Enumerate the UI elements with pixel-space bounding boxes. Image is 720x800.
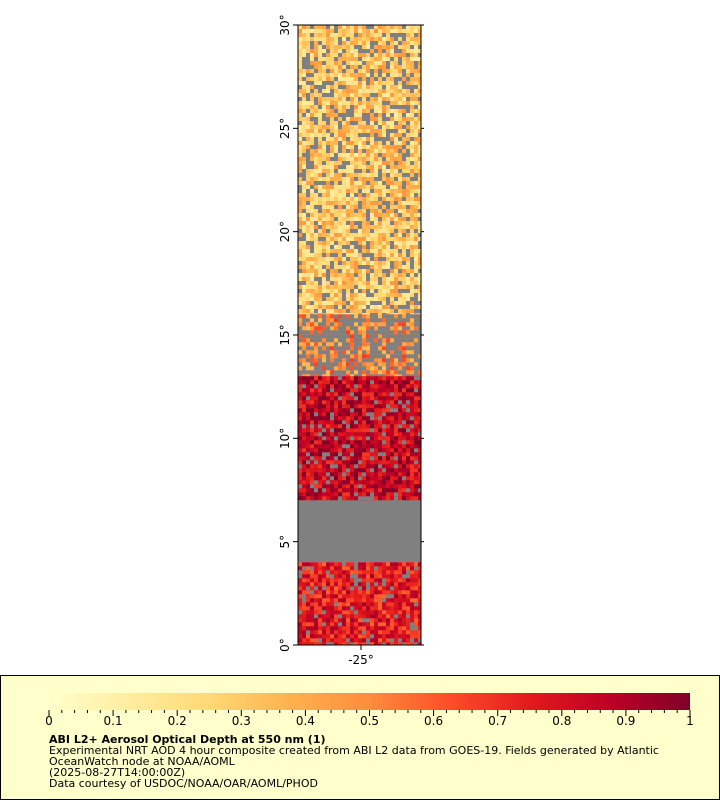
lat-tick-label: 30° [278,14,292,35]
colorbar-tick-label: 0.9 [616,714,635,728]
aod-texture-0 [298,25,421,317]
colorbar-tick-label: 0.2 [168,714,187,728]
aod-texture-1 [298,314,421,379]
legend-timestamp: (2025-08-27T14:00:00Z) [49,766,186,779]
map-figure: 0° 5° 10° 15° 20° 25° 30° -25° [278,14,424,667]
lat-tick-label: 20° [278,221,292,242]
aod-band-3 [298,500,421,563]
colorbar-tick-label: 0.1 [104,714,123,728]
legend-panel: 0 0.1 0.2 0.3 0.4 0.5 0.6 0.7 0.8 0.9 1 ABI L2+ Ae… [0,675,720,800]
colorbar-tick-label: 1 [686,714,694,728]
legend-title: ABI L2+ Aerosol Optical Depth at 550 nm … [49,733,326,746]
colorbar-tick-label: 0.8 [552,714,571,728]
colorbar-tick-label: 0.4 [296,714,315,728]
legend-text: ABI L2+ Aerosol Optical Depth at 550 nm … [49,734,699,789]
colorbar-tick-label: 0.7 [488,714,507,728]
legend-credit: Data courtesy of USDOC/NOAA/OAR/AOML/PHO… [49,777,318,790]
legend-description: Experimental NRT AOD 4 hour composite cr… [49,744,659,768]
lat-tick-label: 5° [278,535,292,549]
aod-texture-2 [298,376,421,505]
lat-tick-label: 25° [278,118,292,139]
lat-tick-label: 10° [278,428,292,449]
lat-tick-label: 0° [278,638,292,652]
colorbar: 0 0.1 0.2 0.3 0.4 0.5 0.6 0.7 0.8 0.9 1 [45,693,694,728]
longitude-axis: -25° [348,645,374,667]
colorbar-tick-label: 0 [45,714,53,728]
colorbar-tick-label: 0.6 [424,714,443,728]
lat-tick-label: 15° [278,324,292,345]
colorbar-ticks: 0 0.1 0.2 0.3 0.4 0.5 0.6 0.7 0.8 0.9 1 [45,710,694,728]
lon-tick-label: -25° [348,653,374,667]
aod-data-field [298,25,421,645]
colorbar-gradient [49,693,690,710]
latitude-axis: 0° 5° 10° 15° 20° 25° 30° [278,14,424,652]
aod-texture-4 [298,562,421,645]
colorbar-tick-label: 0.3 [232,714,251,728]
colorbar-tick-label: 0.5 [360,714,379,728]
